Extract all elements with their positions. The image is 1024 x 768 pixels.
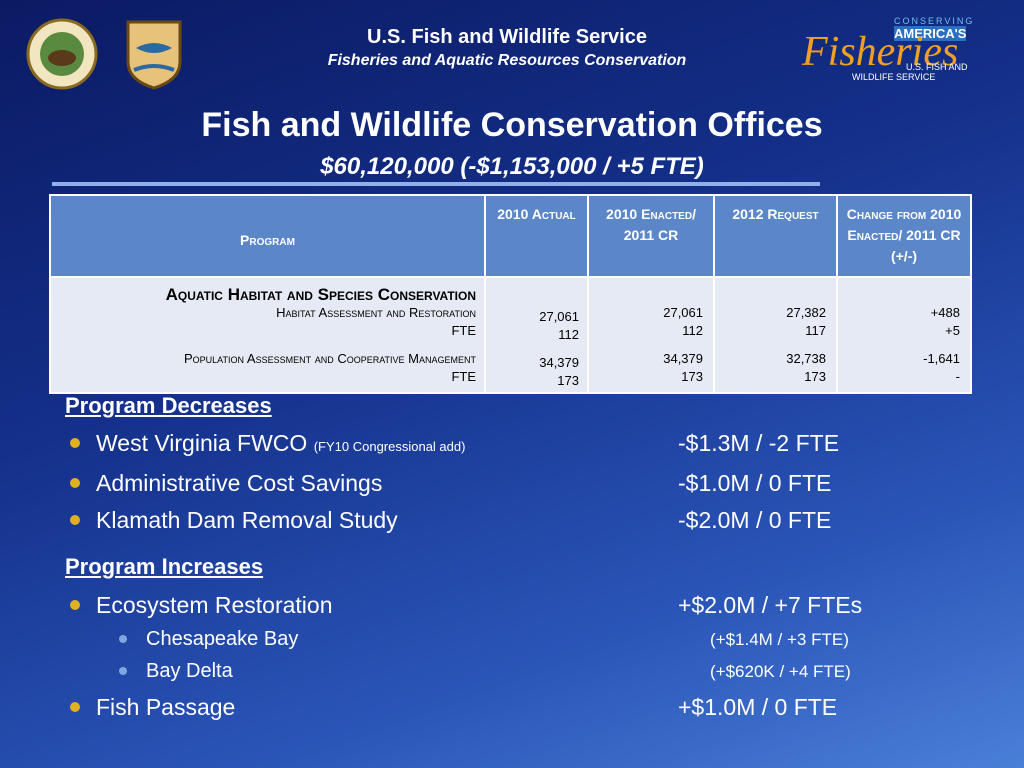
value: 173 bbox=[804, 369, 826, 384]
sub-bullet bbox=[119, 667, 127, 675]
program-cell: Aquatic Habitat and Species Conservation… bbox=[49, 276, 486, 394]
value: 27,382 bbox=[786, 305, 826, 320]
item-amount: -$1.3M / -2 FTE bbox=[678, 430, 840, 456]
item-amount: -$2.0M / 0 FTE bbox=[678, 507, 832, 533]
subitem-amount: (+$1.4M / +3 FTE) bbox=[710, 630, 849, 649]
fws-shield bbox=[126, 20, 182, 90]
value: 173 bbox=[557, 373, 579, 388]
value-cell: 27,382 117 32,738 173 bbox=[713, 276, 838, 394]
item-text: West Virginia FWCO bbox=[96, 430, 308, 456]
row-label: FTE bbox=[451, 369, 476, 384]
value: 27,061 bbox=[663, 305, 703, 320]
item-label: Ecosystem Restoration bbox=[96, 592, 333, 618]
fisheries-logo: CONSERVING AMERICA'S Fisheries U.S. FISH… bbox=[796, 16, 996, 86]
doi-seal bbox=[26, 18, 98, 90]
item-label: West Virginia FWCO (FY10 Congressional a… bbox=[96, 430, 465, 457]
header-cell: Change from 2010 Enacted/ 2011 CR (+/-) bbox=[836, 194, 972, 278]
divider bbox=[52, 182, 820, 186]
bullet bbox=[70, 702, 80, 712]
value: 117 bbox=[805, 323, 826, 338]
item-note: (FY10 Congressional add) bbox=[313, 439, 466, 454]
value: 112 bbox=[558, 327, 579, 342]
logo-text: Fisheries bbox=[802, 29, 959, 75]
bullet bbox=[70, 515, 80, 525]
item-amount: -$1.0M / 0 FTE bbox=[678, 470, 832, 496]
value: 173 bbox=[681, 369, 703, 384]
header-cell: Program bbox=[49, 194, 486, 278]
list-heading: Program Decreases bbox=[65, 393, 272, 418]
value: 32,738 bbox=[786, 351, 826, 366]
item-amount: +$1.0M / 0 FTE bbox=[678, 694, 838, 720]
header-row: Program 2010 Actual 2010 Enacted/ 2011 C… bbox=[49, 194, 972, 278]
section-name: Aquatic Habitat and Species Conservation bbox=[165, 285, 476, 304]
division-name: Fisheries and Aquatic Resources Conserva… bbox=[327, 52, 687, 69]
value-cell: 27,061 112 34,379 173 bbox=[484, 276, 589, 394]
header-cell: 2010 Actual bbox=[484, 194, 589, 278]
subitem-label: Chesapeake Bay bbox=[146, 628, 299, 650]
value-cell: 27,061 112 34,379 173 bbox=[587, 276, 715, 394]
row-label: Population Assessment and Cooperative Ma… bbox=[184, 351, 476, 366]
budget-table: Program 2010 Actual 2010 Enacted/ 2011 C… bbox=[49, 194, 972, 394]
value: +5 bbox=[945, 323, 960, 338]
value: 27,061 bbox=[539, 309, 579, 324]
header-cell: 2012 Request bbox=[713, 194, 838, 278]
bullet bbox=[70, 600, 80, 610]
bullet bbox=[70, 478, 80, 488]
subtitle: $60,120,000 (-$1,153,000 / +5 FTE) bbox=[320, 153, 704, 180]
value: - bbox=[955, 369, 960, 384]
header-cell: 2010 Enacted/ 2011 CR bbox=[587, 194, 715, 278]
body-row: Aquatic Habitat and Species Conservation… bbox=[49, 276, 972, 394]
logo-text: AMERICA'S bbox=[894, 26, 967, 41]
row-label: Habitat Assessment and Restoration bbox=[276, 305, 476, 320]
value: 34,379 bbox=[663, 351, 703, 366]
value: 112 bbox=[682, 323, 703, 338]
row-label: FTE bbox=[451, 323, 476, 338]
item-label: Administrative Cost Savings bbox=[96, 470, 383, 496]
value: 34,379 bbox=[539, 355, 579, 370]
value: +488 bbox=[930, 305, 960, 320]
logo-text: U.S. FISH AND bbox=[906, 62, 968, 72]
title: Fish and Wildlife Conservation Offices bbox=[201, 106, 823, 144]
list-heading: Program Increases bbox=[65, 554, 264, 579]
sub-bullet bbox=[119, 635, 127, 643]
logo-text: WILDLIFE SERVICE bbox=[852, 72, 936, 82]
value-cell: +488 +5 -1,641 - bbox=[836, 276, 972, 394]
subitem-amount: (+$620K / +4 FTE) bbox=[710, 662, 851, 681]
item-amount: +$2.0M / +7 FTEs bbox=[678, 592, 863, 618]
item-label: Klamath Dam Removal Study bbox=[96, 507, 398, 533]
item-label: Fish Passage bbox=[96, 694, 236, 720]
value: -1,641 bbox=[923, 351, 960, 366]
bullet bbox=[70, 438, 80, 448]
logo-text: CONSERVING bbox=[894, 16, 975, 26]
org-name: U.S. Fish and Wildlife Service bbox=[367, 26, 647, 48]
subitem-label: Bay Delta bbox=[146, 660, 233, 682]
